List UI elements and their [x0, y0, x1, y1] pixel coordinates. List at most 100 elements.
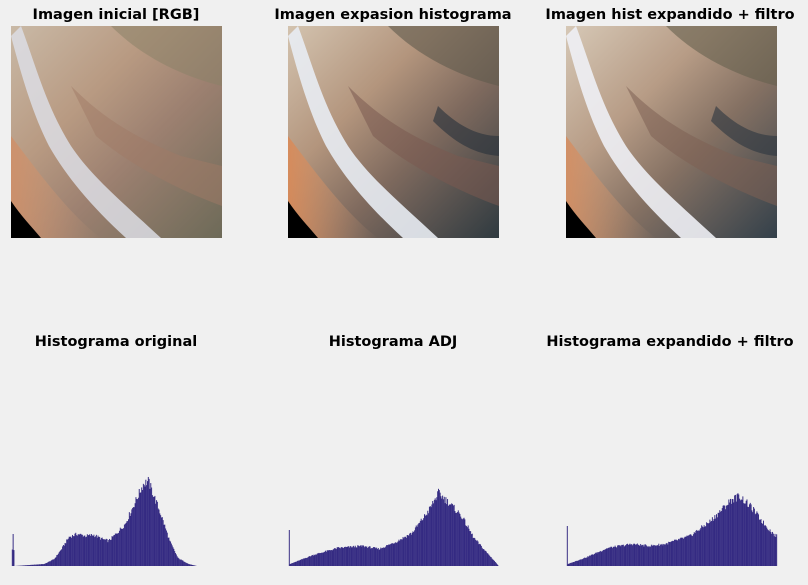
histogram-bar	[85, 537, 87, 566]
histogram-bar	[735, 501, 737, 566]
histogram-bar	[115, 533, 117, 566]
histogram-bar	[635, 544, 637, 566]
histogram-bar	[676, 540, 678, 566]
histogram-bar	[742, 496, 744, 566]
histogram-bar	[147, 481, 148, 566]
histogram-bar	[715, 518, 717, 566]
histogram-bar	[420, 518, 422, 566]
histogram-bar	[95, 536, 97, 566]
histogram-bar	[187, 563, 189, 566]
histogram-bar	[326, 550, 328, 566]
histogram-bar	[309, 556, 311, 566]
histogram-bar	[771, 533, 773, 566]
histogram-bar	[667, 544, 669, 566]
histogram-bar	[579, 559, 581, 566]
histogram-bar	[405, 536, 407, 566]
histogram-bar	[593, 554, 595, 566]
histogram-bar	[616, 547, 618, 566]
histogram-bar	[772, 533, 774, 566]
histogram-bar	[378, 549, 380, 566]
histogram-bar	[657, 545, 659, 566]
histogram-bar	[146, 485, 148, 566]
histogram-bar	[377, 549, 378, 566]
histogram-bar	[176, 556, 178, 566]
image-stretched-filtered	[566, 26, 777, 238]
histogram-bar	[363, 547, 365, 566]
histogram-bar	[367, 547, 369, 566]
histogram-bar	[486, 552, 488, 566]
histogram-bar	[21, 565, 23, 566]
histogram-bar	[350, 546, 352, 566]
histogram-bar	[61, 549, 63, 566]
histogram-bar	[397, 541, 399, 566]
histogram-bar	[570, 562, 572, 566]
histogram-bar	[322, 552, 324, 566]
histogram-bar	[752, 512, 754, 566]
histogram-bar	[339, 547, 341, 566]
histogram-bar	[762, 523, 764, 566]
histogram-bar	[109, 539, 111, 566]
histogram-bar	[365, 546, 367, 566]
histogram-bar	[409, 532, 411, 566]
histogram-bar	[108, 540, 110, 566]
histogram-bar	[725, 509, 727, 566]
histogram-bar	[746, 499, 748, 566]
histogram-bar	[359, 545, 361, 566]
histogram-bar	[696, 529, 698, 566]
histogram-bar	[707, 523, 709, 566]
histogram-bar	[132, 507, 134, 566]
histogram-bar	[330, 550, 332, 566]
histogram-bar	[631, 545, 633, 566]
histogram-bar	[132, 507, 134, 566]
histogram-bar	[183, 561, 185, 566]
histogram-bar	[186, 563, 188, 566]
histogram-bar	[716, 514, 717, 566]
histogram-bar	[366, 546, 368, 566]
histogram-bar	[641, 545, 642, 566]
histogram-bar	[342, 547, 344, 566]
histogram-bar	[410, 534, 412, 566]
histogram-bar	[57, 554, 59, 566]
histogram-bar	[743, 503, 745, 566]
histogram-bar	[345, 547, 347, 566]
histogram-bar	[123, 524, 125, 566]
histogram-bar	[594, 553, 596, 566]
histogram-bar	[393, 543, 395, 566]
histogram-bar	[474, 538, 476, 566]
histogram-bar	[631, 544, 633, 566]
histogram-bar	[730, 503, 732, 566]
histogram-bar	[703, 525, 705, 566]
histogram-bar	[32, 564, 34, 566]
histogram-bar	[66, 539, 68, 566]
histogram-bar	[292, 562, 294, 566]
histogram-bar	[412, 531, 414, 566]
histogram-bar	[161, 517, 162, 566]
histogram-bar	[166, 532, 168, 566]
histogram-bar	[720, 511, 722, 566]
histogram-bar	[47, 562, 49, 566]
histogram-bar	[395, 542, 397, 566]
histogram-bar	[372, 547, 374, 566]
histogram-bar	[612, 548, 614, 566]
histogram-bar	[443, 496, 445, 566]
histogram-bar	[367, 547, 369, 566]
histogram-bar	[661, 543, 663, 566]
histogram-bar	[462, 518, 464, 566]
histogram-bar	[381, 548, 383, 566]
histogram-bar	[294, 562, 296, 566]
histogram-bar	[120, 528, 122, 566]
histogram-bar	[403, 538, 405, 566]
histogram-bar	[687, 535, 689, 566]
histogram-bar	[626, 544, 628, 566]
histogram-bar	[622, 544, 624, 566]
histogram-bar	[734, 494, 736, 566]
histogram-bar	[574, 561, 576, 566]
histogram-bar	[747, 506, 749, 566]
histogram-bar	[637, 544, 639, 566]
histogram-bar	[147, 476, 149, 566]
histogram-bar	[379, 549, 381, 566]
histogram-bar	[589, 555, 591, 566]
histogram-bar	[62, 545, 64, 566]
histogram-bar	[642, 544, 644, 566]
histogram-bar	[107, 542, 109, 566]
